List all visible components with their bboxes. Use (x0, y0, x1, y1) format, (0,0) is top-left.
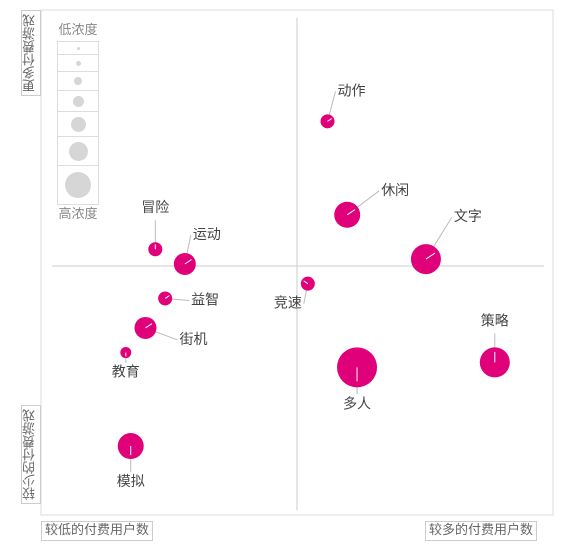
point-bubble-0 (320, 114, 335, 129)
legend-box (57, 41, 99, 205)
point-label-2: 文字 (454, 209, 482, 225)
point-label-0: 动作 (338, 83, 366, 99)
legend-dot-0 (76, 46, 80, 50)
point-label-10: 多人 (343, 395, 371, 412)
legend-dot-3 (72, 95, 84, 107)
point-marker-5 (303, 280, 309, 285)
y-axis-top-label: 更多付费游戏 (21, 10, 41, 96)
legend-low-label: 低浓度 (58, 23, 98, 38)
legend-dot-2 (74, 77, 82, 85)
legend-cell-3 (58, 91, 98, 112)
legend-dot-5 (68, 141, 88, 161)
legend-cell-4 (58, 112, 98, 137)
legend-cell-1 (58, 55, 98, 72)
legend-high-label: 高浓度 (58, 207, 98, 222)
point-label-4: 运动 (193, 227, 221, 243)
legend-cell-0 (58, 42, 98, 55)
legend-cell-6 (58, 166, 98, 204)
point-marker-2 (425, 252, 436, 260)
point-label-5: 竞速 (274, 295, 302, 312)
point-label-9: 策略 (481, 312, 509, 329)
legend-dot-1 (75, 60, 81, 66)
point-label-6: 益智 (191, 292, 219, 308)
x-axis-right-label: 较多的付费用户数 (425, 521, 538, 541)
plot-frame (40, 9, 554, 516)
point-marker-0 (327, 118, 332, 122)
x-axis-left-label: 较低的付费用户数 (41, 521, 154, 541)
legend-dot-6 (65, 172, 91, 198)
point-marker-6 (164, 295, 170, 299)
legend-cell-5 (58, 137, 98, 166)
y-axis-bottom-label: 较少的付费游戏 (21, 405, 41, 504)
point-label-11: 模拟 (117, 474, 145, 490)
legend-dot-4 (70, 116, 86, 132)
point-label-7: 街机 (179, 332, 207, 348)
point-label-8: 教育 (112, 365, 140, 381)
size-legend: 低浓度 高浓度 (57, 22, 99, 224)
point-label-1: 休闲 (381, 183, 409, 199)
point-marker-1 (346, 209, 356, 216)
point-marker-7 (145, 323, 153, 329)
point-label-3: 冒险 (141, 200, 169, 216)
point-marker-4 (184, 259, 192, 265)
legend-cell-2 (58, 72, 98, 91)
